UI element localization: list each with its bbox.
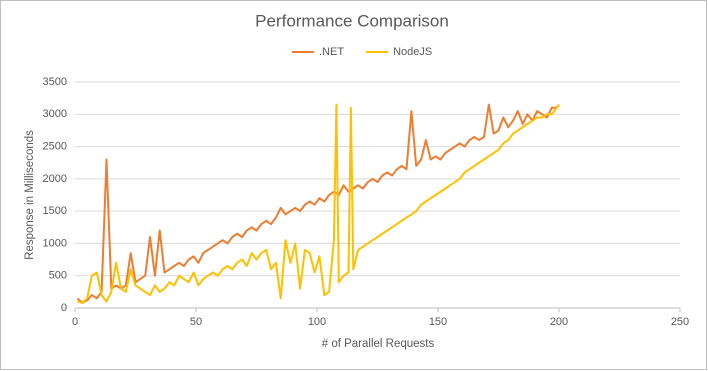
y-tick-label: 500 — [49, 270, 67, 282]
legend-label: .NET — [319, 46, 344, 58]
x-tick-label: 100 — [308, 316, 326, 328]
y-tick-label: 2000 — [43, 173, 67, 185]
y-axis-title: Response in Milliseconds — [24, 130, 36, 260]
x-tick-label: 150 — [429, 316, 447, 328]
x-tick-label: 250 — [671, 316, 689, 328]
series-line — [76, 103, 560, 304]
y-tick-label: 3500 — [43, 76, 67, 88]
y-tick-label: 3000 — [43, 108, 67, 120]
y-tick-label: 1000 — [43, 237, 67, 249]
x-tick-label: 200 — [550, 316, 568, 328]
x-tick-label: 0 — [72, 316, 78, 328]
y-tick-label: 0 — [61, 302, 67, 314]
x-tick-label: 50 — [190, 316, 202, 328]
legend-label: NodeJS — [393, 46, 432, 58]
y-tick-label: 1500 — [43, 205, 67, 217]
x-axis-title: # of Parallel Requests — [322, 338, 435, 350]
y-tick-label: 2500 — [43, 140, 67, 152]
series-line — [77, 103, 560, 304]
chart-title: Performance Comparison — [255, 11, 449, 30]
